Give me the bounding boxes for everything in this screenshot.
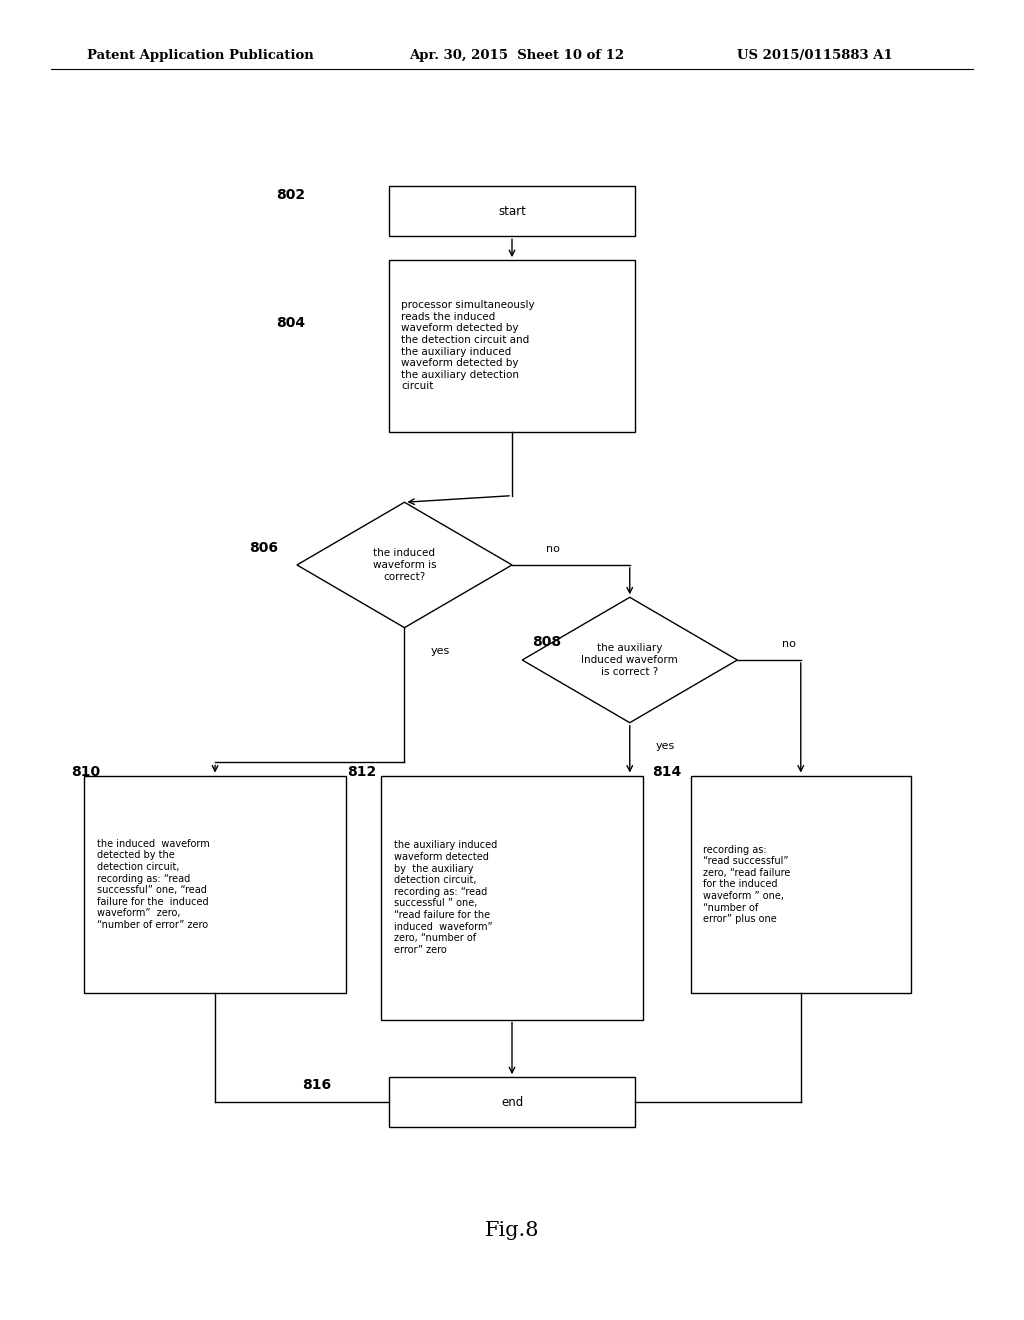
FancyBboxPatch shape: [389, 1077, 635, 1127]
Text: US 2015/0115883 A1: US 2015/0115883 A1: [737, 49, 893, 62]
Text: no: no: [546, 544, 560, 554]
Text: the induced  waveform
detected by the
detection circuit,
recording as: “read
suc: the induced waveform detected by the det…: [96, 838, 210, 931]
Text: 808: 808: [532, 635, 561, 648]
Text: 806: 806: [250, 541, 279, 554]
Text: the auxiliary
Induced waveform
is correct ?: the auxiliary Induced waveform is correc…: [582, 643, 678, 677]
Text: yes: yes: [656, 742, 675, 751]
FancyBboxPatch shape: [690, 776, 911, 993]
Text: processor simultaneously
reads the induced
waveform detected by
the detection ci: processor simultaneously reads the induc…: [401, 300, 535, 392]
Text: 810: 810: [72, 766, 100, 779]
Text: Fig.8: Fig.8: [484, 1221, 540, 1239]
Text: end: end: [501, 1096, 523, 1109]
Text: Patent Application Publication: Patent Application Publication: [87, 49, 313, 62]
Text: 802: 802: [276, 189, 305, 202]
Text: the auxiliary induced
waveform detected
by  the auxiliary
detection circuit,
rec: the auxiliary induced waveform detected …: [393, 841, 497, 954]
Text: the induced
waveform is
correct?: the induced waveform is correct?: [373, 548, 436, 582]
Polygon shape: [522, 597, 737, 722]
Text: 812: 812: [347, 766, 377, 779]
Text: no: no: [781, 639, 796, 649]
Text: 814: 814: [651, 766, 681, 779]
FancyBboxPatch shape: [381, 776, 643, 1019]
Text: start: start: [498, 205, 526, 218]
Text: 804: 804: [276, 317, 305, 330]
FancyBboxPatch shape: [389, 260, 635, 432]
Text: yes: yes: [431, 647, 450, 656]
FancyBboxPatch shape: [84, 776, 346, 993]
Text: recording as:
“read successful”
zero, “read failure
for the induced
waveform ” o: recording as: “read successful” zero, “r…: [702, 845, 791, 924]
Text: 816: 816: [302, 1078, 331, 1092]
Text: Apr. 30, 2015  Sheet 10 of 12: Apr. 30, 2015 Sheet 10 of 12: [410, 49, 625, 62]
Polygon shape: [297, 503, 512, 628]
FancyBboxPatch shape: [389, 186, 635, 236]
